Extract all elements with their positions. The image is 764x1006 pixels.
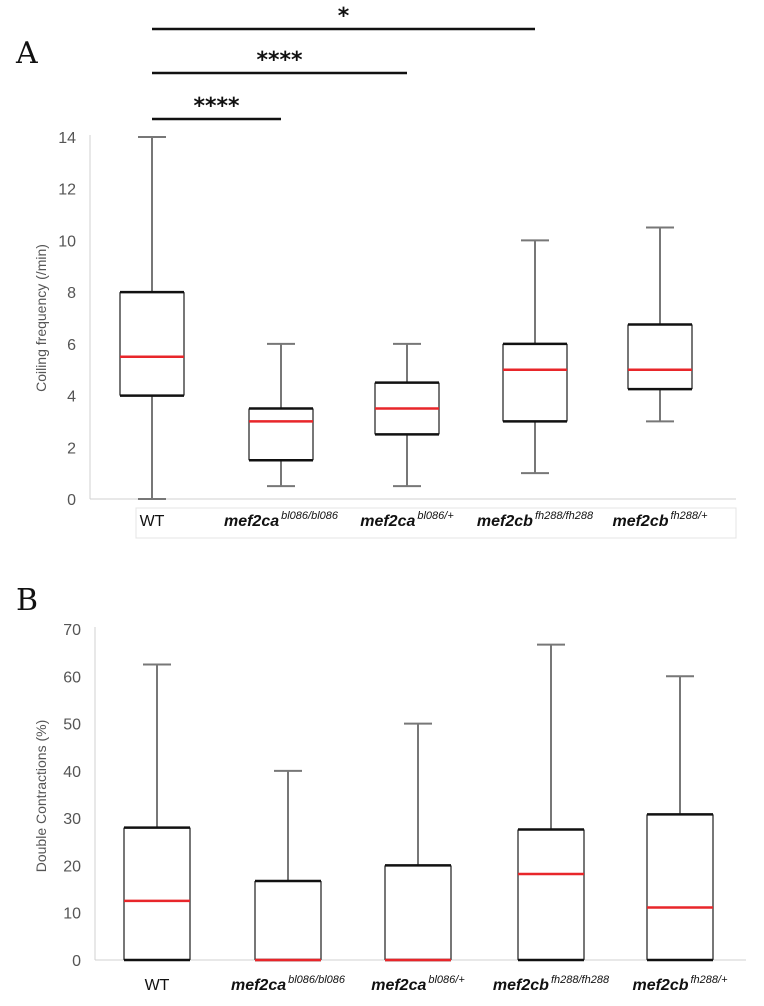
panel-a-category-name: WT (140, 513, 165, 530)
panel-b-category-name: mef2ca (231, 977, 286, 994)
panel-a-y-tick-label: 2 (67, 440, 76, 457)
panel-b-y-tick-label: 50 (63, 717, 81, 734)
panel-b-category-name: WT (145, 977, 170, 994)
panel-a-letter: A (15, 36, 38, 71)
panel-a-y-tick-label: 8 (67, 285, 76, 302)
panel-a-box-1 (119, 136, 185, 500)
panel-a-chart: A 0 2 4 6 8 10 12 14 Coiling frequency (/min) WT me… (15, 4, 737, 539)
panel-b-box-2 (254, 769, 322, 962)
panel-a-category-frame (135, 507, 737, 539)
panel-b-y-axis-label: Double Contractions (%) (33, 720, 49, 873)
panel-a-y-tick-label: 10 (58, 233, 76, 250)
panel-a-y-tick-label: 14 (58, 130, 76, 147)
panel-a-significance-label: * (338, 4, 350, 29)
panel-b-category-label: mef2ca bl086/+ (371, 974, 465, 994)
panel-a-box-4 (502, 239, 568, 475)
panel-b-category-genotype: bl086/bl086 (288, 974, 346, 986)
panel-b-box-3 (384, 722, 452, 962)
panel-b-category-label: mef2ca bl086/bl086 (231, 974, 346, 994)
panel-b-category-label: WT (145, 977, 170, 994)
panel-b-y-tick-label: 70 (63, 622, 81, 639)
panel-b-box-5 (646, 675, 714, 962)
panel-a-box-5 (627, 226, 693, 423)
panel-b-category-name: mef2cb (493, 977, 549, 994)
panel-b-y-tick-label: 20 (63, 858, 81, 875)
panel-a-category-label: mef2cb fh288/fh288 (477, 510, 594, 530)
panel-b-category-genotype: fh288/fh288 (551, 974, 610, 986)
panel-a-category-genotype: bl086/+ (417, 510, 454, 522)
panel-a-y-tick-label: 6 (67, 337, 76, 354)
panel-b-y-tick-label: 40 (63, 764, 81, 781)
panel-a-y-axis-label: Coiling frequency (/min) (33, 244, 49, 392)
panel-a-category-name: mef2ca (224, 513, 279, 530)
panel-a-y-tick-label: 4 (67, 389, 76, 406)
panel-a-category-label: WT (140, 513, 165, 530)
panel-a-significance-label: **** (193, 94, 240, 119)
panel-a-significance-label: **** (256, 48, 303, 73)
panel-a-category-name: mef2cb (612, 513, 668, 530)
panel-a-y-tick-label: 0 (67, 492, 76, 509)
panel-b-y-tick-label: 0 (72, 953, 81, 970)
panel-b-category-name: mef2cb (632, 977, 688, 994)
panel-b-y-tick-label: 60 (63, 669, 81, 686)
panel-b-box-1 (123, 663, 191, 962)
panel-a-category-name: mef2cb (477, 513, 533, 530)
panel-b-y-tick-label: 30 (63, 811, 81, 828)
panel-a-category-genotype: fh288/fh288 (535, 510, 594, 522)
panel-b-y-tick-label: 10 (63, 906, 81, 923)
panel-a-category-genotype: fh288/+ (671, 510, 709, 522)
panel-b-chart: B 0 10 20 30 40 50 60 70 Double Contractions (%) W… (16, 583, 746, 994)
panel-b-letter: B (16, 583, 38, 618)
panel-a-category-label: mef2ca bl086/bl086 (224, 510, 339, 530)
panel-a-box-2 (248, 342, 314, 488)
panel-b-category-genotype: bl086/+ (428, 974, 465, 986)
panel-a-category-label: mef2ca bl086/+ (360, 510, 454, 530)
panel-a-y-tick-label: 12 (58, 182, 76, 199)
panel-a-category-genotype: bl086/bl086 (281, 510, 339, 522)
panel-a-box-3 (374, 342, 440, 488)
panel-b-category-genotype: fh288/+ (691, 974, 729, 986)
panel-a-category-label: mef2cb fh288/+ (612, 510, 708, 530)
panel-b-category-label: mef2cb fh288/+ (632, 974, 728, 994)
panel-a-category-name: mef2ca (360, 513, 415, 530)
panel-b-category-name: mef2ca (371, 977, 426, 994)
panel-b-box-4 (517, 643, 585, 962)
panel-b-category-label: mef2cb fh288/fh288 (493, 974, 610, 994)
